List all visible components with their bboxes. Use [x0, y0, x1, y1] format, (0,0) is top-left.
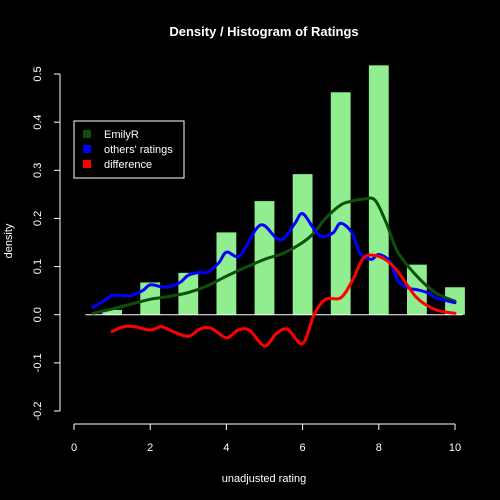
legend-box	[73, 120, 185, 179]
legend-swatch	[83, 145, 91, 153]
density-lines	[91, 196, 457, 348]
y-tick-label: 0.3	[32, 163, 44, 178]
x-tick-label: 6	[300, 442, 306, 454]
histogram-bar	[102, 309, 123, 315]
y-tick-label: -0.1	[32, 353, 44, 372]
legend-label: others' ratings	[104, 144, 173, 156]
y-tick-label: -0.2	[32, 402, 44, 421]
y-tick-label: 0.5	[32, 66, 44, 81]
legend: EmilyR others' ratings difference	[73, 120, 185, 179]
y-tick-label: 0.1	[32, 259, 44, 274]
emilyr-density-line	[91, 196, 457, 315]
legend-label: difference	[104, 159, 152, 171]
x-tick-label: 10	[449, 442, 461, 454]
x-axis: 0 2 4 6 8 10	[71, 423, 461, 454]
histogram-bar	[368, 65, 389, 315]
y-tick-label: 0.2	[32, 211, 44, 226]
legend-swatch	[83, 160, 91, 168]
y-tick-label: 0.0	[32, 307, 44, 322]
histogram-bar	[292, 174, 313, 315]
x-tick-label: 8	[376, 442, 382, 454]
x-tick-label: 2	[147, 442, 153, 454]
chart-title: Density / Histogram of Ratings	[169, 24, 358, 39]
x-axis-label: unadjusted rating	[222, 473, 306, 485]
y-tick-label: 0.4	[32, 114, 44, 129]
difference-line	[110, 253, 457, 348]
x-tick-label: 4	[223, 442, 229, 454]
legend-label: EmilyR	[104, 129, 139, 141]
y-axis-label: density	[3, 223, 15, 258]
x-tick-label: 0	[71, 442, 77, 454]
legend-swatch	[83, 130, 91, 138]
y-axis: -0.2 -0.1 0.0 0.1 0.2 0.3 0.4 0.5	[32, 66, 61, 421]
